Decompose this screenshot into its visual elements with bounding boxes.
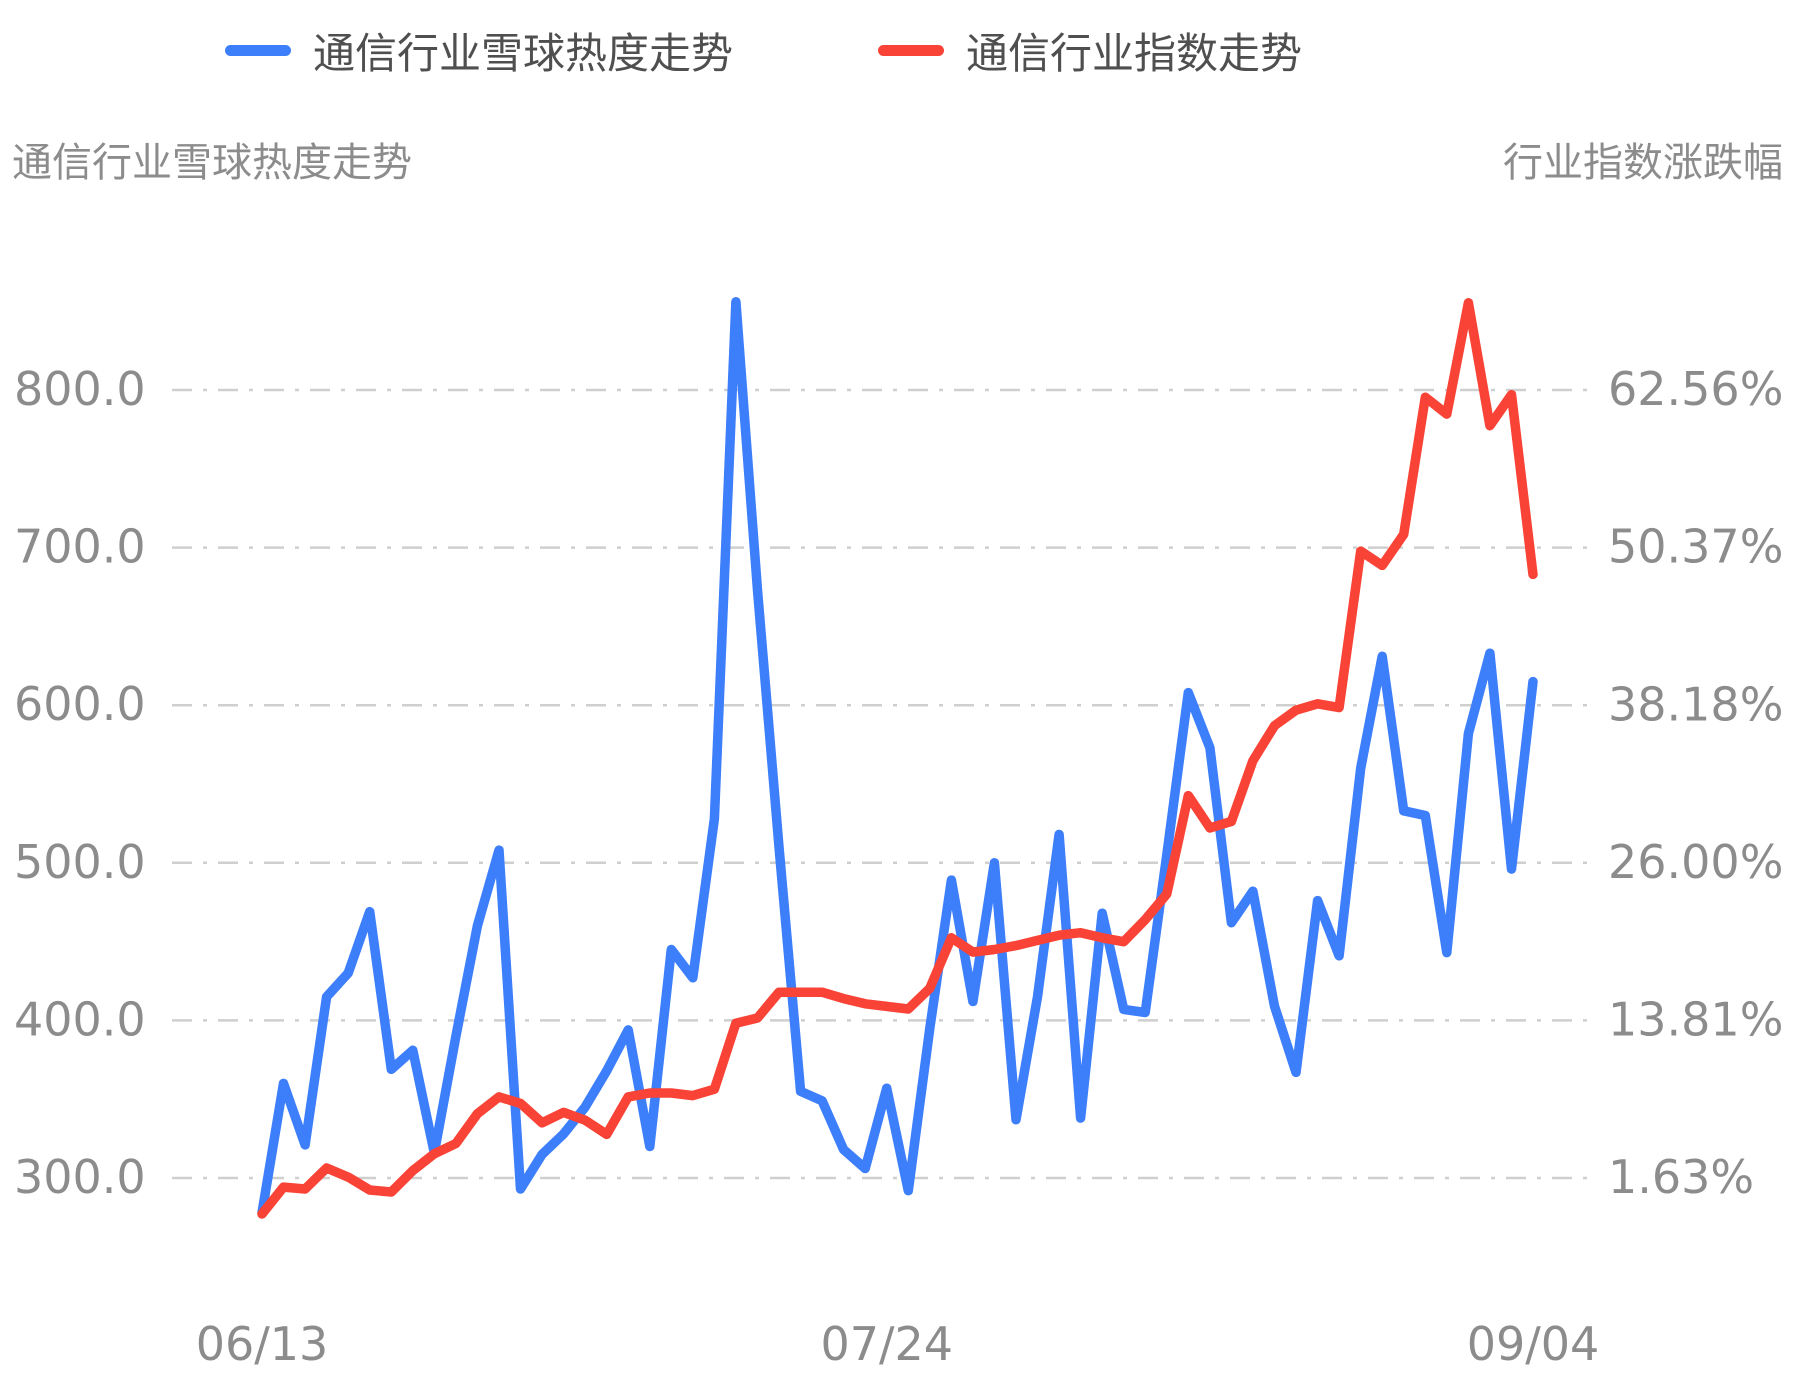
- legend-item-heat[interactable]: 通信行业雪球热度走势: [225, 22, 733, 78]
- y-axis-left-tick-label: 500.0: [14, 835, 146, 889]
- right-axis-title: 行业指数涨跌幅: [1503, 140, 1783, 186]
- index-series-marker-icon: [878, 44, 944, 56]
- x-axis-tick-label: 07/24: [820, 1317, 953, 1371]
- y-axis-left-tick-label: 700.0: [14, 520, 146, 574]
- legend-item-index[interactable]: 通信行业指数走势: [878, 22, 1302, 78]
- y-axis-left-ticks: 800.0 700.0 600.0 500.0 400.0 300.0: [14, 362, 146, 1204]
- legend-item-index-label: 通信行业指数走势: [966, 28, 1303, 78]
- index-series-line: [257, 298, 1538, 1219]
- y-axis-right-tick-label: 38.18%: [1608, 677, 1783, 731]
- y-axis-left-tick-label: 400.0: [14, 992, 146, 1046]
- y-axis-right-tick-label: 1.63%: [1608, 1150, 1754, 1204]
- x-axis-ticks: 06/13 07/24 09/04: [196, 1317, 1600, 1371]
- y-axis-right-tick-label: 62.56%: [1608, 362, 1783, 416]
- y-axis-right-ticks: 62.56% 50.37% 38.18% 26.00% 13.81% 1.63%: [1608, 362, 1783, 1204]
- y-axis-left-tick-label: 300.0: [14, 1150, 146, 1204]
- y-axis-right-tick-label: 50.37%: [1608, 520, 1783, 574]
- left-axis-title: 通信行业雪球热度走势: [12, 140, 412, 186]
- heat-series-marker-icon: [225, 44, 291, 56]
- y-axis-right-tick-label: 13.81%: [1608, 992, 1783, 1046]
- y-axis-right-tick-label: 26.00%: [1608, 835, 1783, 889]
- heat-series-line: [257, 296, 1538, 1218]
- legend-item-heat-label: 通信行业雪球热度走势: [313, 28, 734, 78]
- legend: 通信行业雪球热度走势 通信行业指数走势: [0, 22, 1793, 78]
- series-lines: [257, 296, 1538, 1219]
- x-axis-tick-label: 06/13: [196, 1317, 329, 1371]
- y-axis-left-tick-label: 600.0: [14, 677, 146, 731]
- x-axis-tick-label: 09/04: [1467, 1317, 1600, 1371]
- y-axis-left-tick-label: 800.0: [14, 362, 146, 416]
